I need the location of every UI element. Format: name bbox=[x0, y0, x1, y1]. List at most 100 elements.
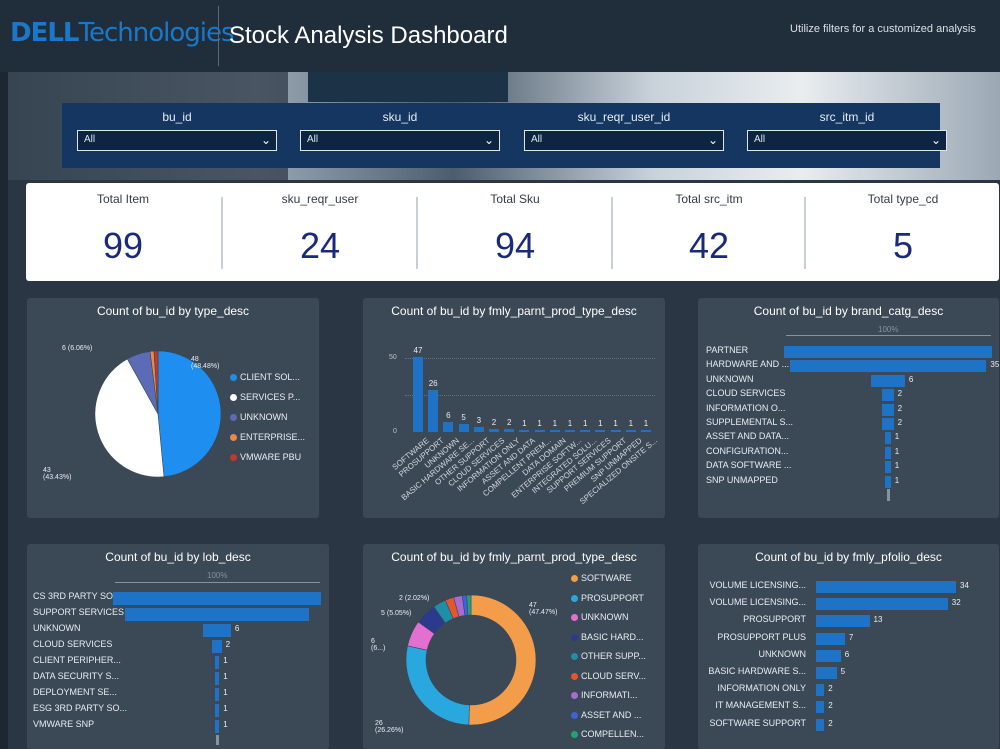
category-label: VMWARE SNP bbox=[33, 719, 95, 729]
bar[interactable] bbox=[885, 475, 891, 488]
bar[interactable] bbox=[816, 718, 825, 731]
bar-value-label: 1 bbox=[643, 419, 649, 429]
percent-axis-label: 100% bbox=[207, 571, 228, 580]
src-itm-id-dropdown[interactable]: All ⌄ bbox=[747, 130, 947, 151]
category-label: ESG 3RD PARTY SO... bbox=[33, 703, 128, 713]
bar[interactable] bbox=[203, 624, 231, 637]
bar[interactable] bbox=[549, 430, 560, 432]
legend-item[interactable]: CLOUD SERV... bbox=[571, 671, 646, 681]
chart-pfolio-panel[interactable]: Count of bu_id by fmly_pfolio_desc VOLUM… bbox=[698, 544, 999, 749]
bar[interactable] bbox=[789, 360, 987, 373]
bar-value-label: 2 bbox=[897, 403, 903, 413]
category-label: PROSUPPORT PLUS bbox=[717, 631, 806, 642]
bar[interactable] bbox=[882, 389, 894, 402]
legend-label: CLIENT SOL... bbox=[240, 372, 300, 382]
kpi-total-src-itm: Total src_itm 42 bbox=[612, 183, 806, 281]
legend-item[interactable]: UNKNOWN bbox=[571, 612, 629, 622]
sku-reqr-user-id-dropdown[interactable]: All ⌄ bbox=[524, 130, 724, 151]
legend-item[interactable]: UNKNOWN bbox=[230, 412, 288, 422]
bar[interactable] bbox=[610, 430, 621, 432]
pie-slice[interactable] bbox=[153, 350, 159, 415]
bar[interactable] bbox=[816, 649, 841, 662]
pie-slice[interactable] bbox=[468, 594, 537, 726]
bar-value-label: 2 bbox=[828, 718, 833, 728]
chart-lob-desc-panel[interactable]: Count of bu_id by lob_desc 100% CS 3RD P… bbox=[27, 544, 329, 749]
chart-prod-type-bar-panel[interactable]: Count of bu_id by fmly_parnt_prod_type_d… bbox=[363, 298, 665, 518]
bar[interactable] bbox=[473, 427, 484, 432]
app-header: DELLTechnologies Stock Analysis Dashboar… bbox=[0, 0, 1000, 72]
legend-item[interactable]: OTHER SUPP... bbox=[571, 651, 646, 661]
category-label: UNKNOWN bbox=[758, 648, 807, 659]
bar[interactable] bbox=[871, 374, 905, 387]
legend-item[interactable]: ASSET AND ... bbox=[571, 710, 641, 720]
legend-item[interactable]: CLIENT SOL... bbox=[230, 372, 300, 382]
bar[interactable] bbox=[214, 704, 220, 717]
bar[interactable] bbox=[534, 430, 545, 432]
pie-slice[interactable] bbox=[405, 645, 470, 726]
percent-axis-line bbox=[115, 582, 320, 583]
bar[interactable] bbox=[816, 598, 948, 611]
bar[interactable] bbox=[885, 432, 891, 445]
chart-brand-catg-panel[interactable]: Count of bu_id by brand_catg_desc 100% P… bbox=[698, 298, 999, 518]
bar[interactable] bbox=[784, 346, 992, 358]
pie-chart[interactable] bbox=[27, 298, 319, 518]
bar[interactable] bbox=[595, 430, 606, 432]
filter-src-itm-id: src_itm_id All ⌄ bbox=[747, 110, 947, 151]
bar[interactable] bbox=[113, 592, 321, 605]
bar[interactable] bbox=[443, 422, 454, 432]
bar[interactable] bbox=[124, 608, 310, 621]
bar-value-label: 6 bbox=[844, 649, 850, 659]
bar[interactable] bbox=[885, 446, 891, 459]
chevron-down-icon: ⌄ bbox=[260, 133, 271, 147]
bar[interactable] bbox=[214, 656, 220, 669]
bar-value-label: 1 bbox=[552, 419, 558, 429]
bar[interactable] bbox=[816, 632, 845, 645]
pie-data-label: 6 (6...) bbox=[371, 638, 386, 652]
bar[interactable] bbox=[816, 615, 870, 628]
legend-label: INFORMATI... bbox=[581, 690, 638, 700]
bar[interactable] bbox=[580, 430, 591, 432]
bar[interactable] bbox=[816, 684, 825, 697]
legend-item[interactable]: INFORMATI... bbox=[571, 690, 637, 700]
legend-item[interactable]: BASIC HARD... bbox=[571, 632, 644, 642]
bar[interactable] bbox=[428, 390, 439, 432]
legend-item[interactable]: COMPELLEN... bbox=[571, 729, 644, 739]
legend-item[interactable]: SERVICES P... bbox=[230, 392, 300, 402]
bar[interactable] bbox=[519, 430, 530, 432]
pie-slice[interactable] bbox=[157, 350, 222, 478]
category-label: CLIENT PERIPHER... bbox=[33, 655, 121, 665]
bar[interactable] bbox=[489, 428, 499, 432]
bar[interactable] bbox=[625, 430, 636, 432]
chart-type-desc-panel[interactable]: Count of bu_id by type_desc 6 (6.06%) 48… bbox=[27, 298, 319, 518]
bu-id-dropdown[interactable]: All ⌄ bbox=[77, 130, 277, 151]
bar[interactable] bbox=[214, 720, 220, 733]
bar[interactable] bbox=[816, 701, 825, 714]
bar[interactable] bbox=[214, 688, 220, 701]
bar[interactable] bbox=[212, 640, 222, 653]
pie-slice[interactable] bbox=[94, 358, 165, 478]
bar[interactable] bbox=[413, 356, 423, 432]
pie-data-label: 26 (26.26%) bbox=[375, 720, 404, 734]
bar[interactable] bbox=[458, 424, 469, 432]
kpi-divider bbox=[416, 197, 418, 269]
bar[interactable] bbox=[816, 667, 837, 679]
pie-slice[interactable] bbox=[466, 594, 472, 616]
bar-value-label: 6 bbox=[234, 624, 240, 633]
kpi-divider bbox=[611, 197, 613, 269]
bar[interactable] bbox=[882, 403, 894, 416]
legend-item[interactable]: PROSUPPORT bbox=[571, 593, 644, 603]
legend-item[interactable]: SOFTWARE bbox=[571, 573, 632, 583]
bar[interactable] bbox=[882, 418, 894, 430]
legend-item[interactable]: ENTERPRISE... bbox=[230, 432, 305, 442]
bar[interactable] bbox=[885, 461, 891, 474]
sku-id-dropdown[interactable]: All ⌄ bbox=[300, 130, 500, 151]
bar[interactable] bbox=[565, 430, 575, 432]
bar-value-label: 1 bbox=[223, 656, 228, 665]
bar[interactable] bbox=[504, 428, 515, 432]
legend-item[interactable]: VMWARE PBU bbox=[230, 452, 301, 462]
donut-chart[interactable] bbox=[363, 544, 665, 749]
bar[interactable] bbox=[641, 430, 651, 432]
chart-prod-type-donut-panel[interactable]: Count of bu_id by fmly_parnt_prod_type_d… bbox=[363, 544, 665, 749]
bar[interactable] bbox=[214, 672, 220, 685]
bar[interactable] bbox=[816, 581, 956, 593]
